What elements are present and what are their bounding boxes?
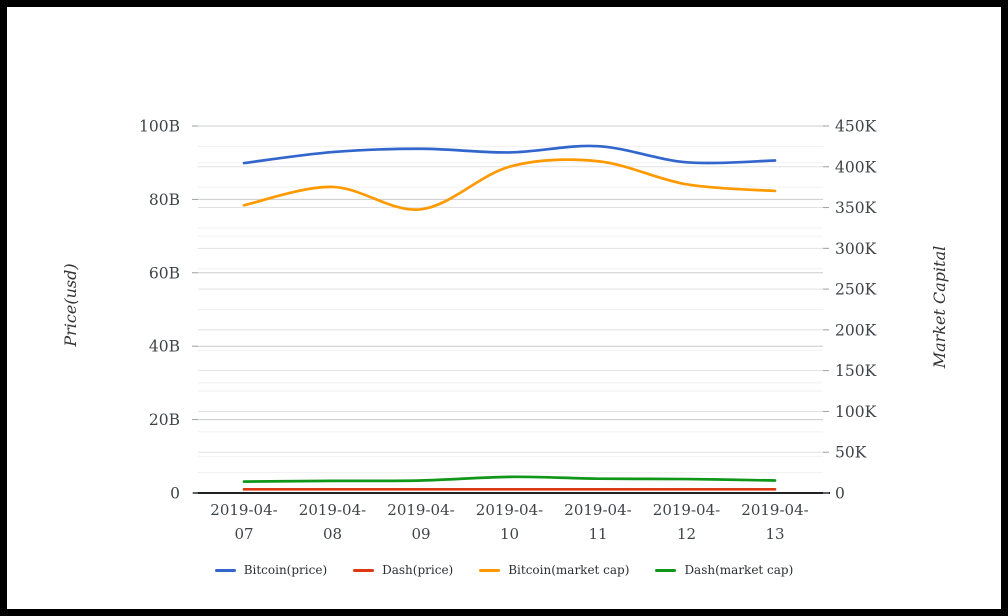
x-axis-label: 13 [765, 525, 784, 543]
legend-label: Bitcoin(market cap) [508, 563, 630, 577]
x-axis-label: 2019-04- [476, 501, 543, 519]
legend-item-dash-market-cap-[interactable]: Dash(market cap) [655, 563, 793, 577]
legend-item-bitcoin-price-[interactable]: Bitcoin(price) [214, 563, 328, 577]
y-axis-label-left: 60B [149, 264, 180, 282]
series-line-bitcoin-market-cap- [242, 158, 777, 211]
y-axis-label-right: 100K [835, 403, 877, 421]
x-axis-label: 07 [234, 525, 253, 543]
x-axis-label: 08 [323, 525, 342, 543]
y-axis-label-left: 0 [170, 485, 180, 503]
legend-line-swatch [655, 568, 677, 572]
legend-label: Dash(market cap) [684, 563, 794, 577]
legend-item-bitcoin-market-cap-[interactable]: Bitcoin(market cap) [479, 563, 629, 577]
x-axis-label: 2019-04- [653, 501, 720, 519]
x-axis-label: 2019-04- [299, 501, 366, 519]
y-axis-label-left: 80B [149, 191, 180, 209]
y-axis-label-right: 300K [835, 240, 877, 258]
y-axis-label-right: 0 [835, 485, 845, 503]
chart-legend: Bitcoin(price) Dash(price) Bitcoin(market … [0, 563, 1008, 577]
y-axis-label-left: 100B [139, 118, 180, 136]
x-axis-label: 2019-04- [741, 501, 808, 519]
x-axis-label: 2019-04- [387, 501, 454, 519]
legend-item-dash-price-[interactable]: Dash(price) [353, 563, 453, 577]
y-axis-label-right: 250K [835, 281, 877, 299]
y-axis-label-left: 40B [149, 338, 180, 356]
x-axis-label: 11 [588, 525, 607, 543]
x-axis-label: 2019-04- [210, 501, 277, 519]
y-axis-label-right: 200K [835, 321, 877, 339]
x-axis-label: 2019-04- [564, 501, 631, 519]
y-axis-label-right: 400K [835, 158, 877, 176]
series-line-dash-market-cap- [242, 475, 777, 483]
legend-label: Dash(price) [382, 563, 454, 577]
x-axis-label: 10 [500, 525, 519, 543]
y-axis-label-right: 350K [835, 199, 877, 217]
right-axis-title: Market Capital [930, 245, 949, 369]
legend-line-swatch [479, 568, 501, 572]
series-line-bitcoin-price- [242, 144, 777, 165]
left-axis-title: Price(usd) [61, 263, 80, 347]
legend-line-swatch [353, 568, 375, 572]
legend-label: Bitcoin(price) [243, 563, 328, 577]
y-axis-label-right: 50K [835, 444, 867, 462]
y-axis-label-left: 20B [149, 411, 180, 429]
x-axis-label: 12 [677, 525, 696, 543]
x-axis-label: 09 [411, 525, 430, 543]
y-axis-label-right: 450K [835, 118, 877, 136]
y-axis-label-right: 150K [835, 362, 877, 380]
legend-line-swatch [214, 568, 236, 572]
